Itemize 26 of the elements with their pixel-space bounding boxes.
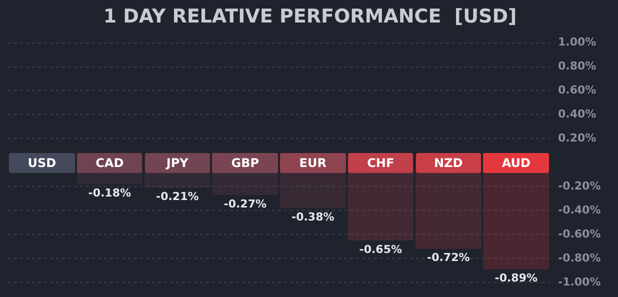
y-tick-label: -0.40% (558, 203, 601, 216)
y-tick-label: -1.00% (558, 275, 601, 288)
y-tick-label: 0.40% (558, 108, 596, 121)
x-tick-label: GBP (231, 156, 260, 170)
x-tick-label: EUR (299, 156, 326, 170)
data-label: -0.65% (359, 242, 402, 256)
x-tick-label: JPY (166, 156, 188, 170)
x-tick-label: CHF (367, 156, 394, 170)
y-tick-label: -0.80% (558, 251, 601, 264)
data-label: -0.27% (224, 197, 266, 210)
x-tick-label: USD (28, 156, 56, 170)
y-tick-label: 0.20% (558, 132, 596, 144)
x-tick-label: NZD (434, 156, 463, 170)
chart-title: 1 DAY RELATIVE PERFORMANCE [USD] (103, 5, 517, 28)
y-tick-label: -0.60% (558, 227, 601, 240)
data-label: -0.89% (494, 272, 538, 285)
data-label: -0.18% (88, 186, 131, 200)
x-tick-label: AUD (502, 156, 530, 170)
data-label: -0.21% (156, 190, 199, 204)
data-label: -0.72% (427, 251, 470, 264)
data-label: -0.38% (292, 210, 334, 224)
y-tick-label: 0.60% (558, 84, 596, 97)
y-tick-label: 1.00% (558, 36, 596, 49)
y-tick-label: -0.20% (558, 179, 601, 192)
x-tick-label: CAD (96, 156, 124, 170)
y-tick-label: 0.80% (558, 60, 596, 73)
